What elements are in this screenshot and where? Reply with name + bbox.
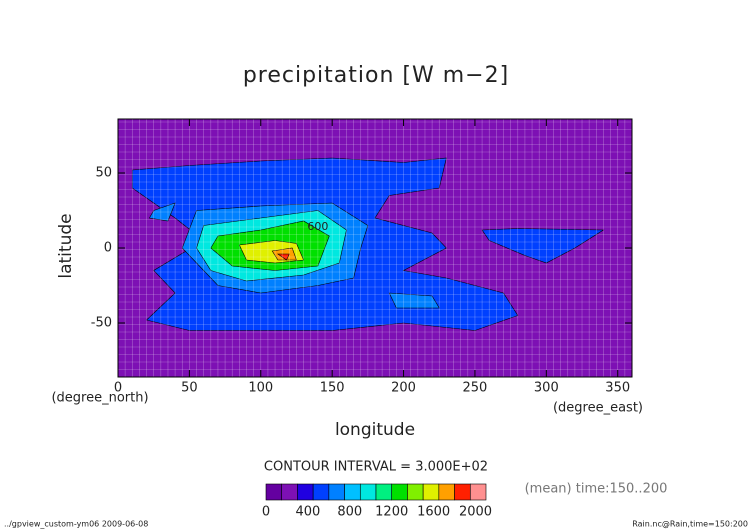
y-tick-label: 50 — [95, 166, 112, 181]
x-tick-label: 50 — [181, 381, 198, 396]
colorbar-label: 1600 — [417, 505, 450, 520]
x-axis-label: longitude — [335, 420, 415, 440]
y-unit: (degree_north) — [51, 391, 148, 406]
colorbar-box — [312, 483, 330, 501]
y-axis-label: latitude — [56, 213, 76, 278]
x-tick-label: 0 — [114, 381, 122, 396]
mean-note: (mean) time:150..200 — [525, 482, 668, 497]
colorbar-box — [344, 483, 361, 501]
contour-region — [481, 228, 605, 264]
contour-region — [276, 253, 290, 261]
colorbar-box — [297, 483, 314, 501]
contour-region — [148, 202, 176, 222]
colorbar-box — [454, 483, 471, 501]
contour-region — [388, 292, 440, 309]
chart-title: precipitation [W m−2] — [243, 63, 509, 88]
colorbar-label: 1200 — [375, 505, 408, 520]
x-tick-label: 150 — [320, 381, 345, 396]
footer-left: ../gpview_custom-ym06 2009-06-08 — [4, 520, 148, 529]
footer-right: Rain.nc@Rain,time=150:200 — [632, 520, 748, 529]
contour-note: CONTOUR INTERVAL = 3.000E+02 — [264, 460, 488, 475]
colorbar-box — [422, 483, 440, 501]
colorbar-box — [328, 483, 345, 501]
x-tick-label: 100 — [248, 381, 273, 396]
colorbar-box — [438, 483, 455, 501]
colorbar-box — [359, 483, 377, 501]
colorbar-label: 2000 — [459, 505, 492, 520]
colorbar-box — [265, 483, 283, 501]
x-tick-label: 300 — [534, 381, 559, 396]
contour-label: 600 — [307, 220, 328, 233]
y-tick-label: 0 — [104, 241, 112, 256]
colorbar-label: 400 — [295, 505, 320, 520]
colorbar-label: 800 — [337, 505, 362, 520]
colorbar-label: 0 — [262, 505, 270, 520]
colorbar-box — [281, 483, 298, 501]
x-tick-label: 350 — [605, 381, 630, 396]
y-tick-label: -50 — [91, 316, 112, 331]
colorbar-box — [407, 483, 424, 501]
x-tick-label: 250 — [463, 381, 488, 396]
colorbar-box — [391, 483, 408, 501]
colorbar-box — [375, 483, 393, 501]
x-unit: (degree_east) — [553, 401, 643, 416]
colorbar-box — [469, 483, 487, 501]
x-tick-label: 200 — [391, 381, 416, 396]
